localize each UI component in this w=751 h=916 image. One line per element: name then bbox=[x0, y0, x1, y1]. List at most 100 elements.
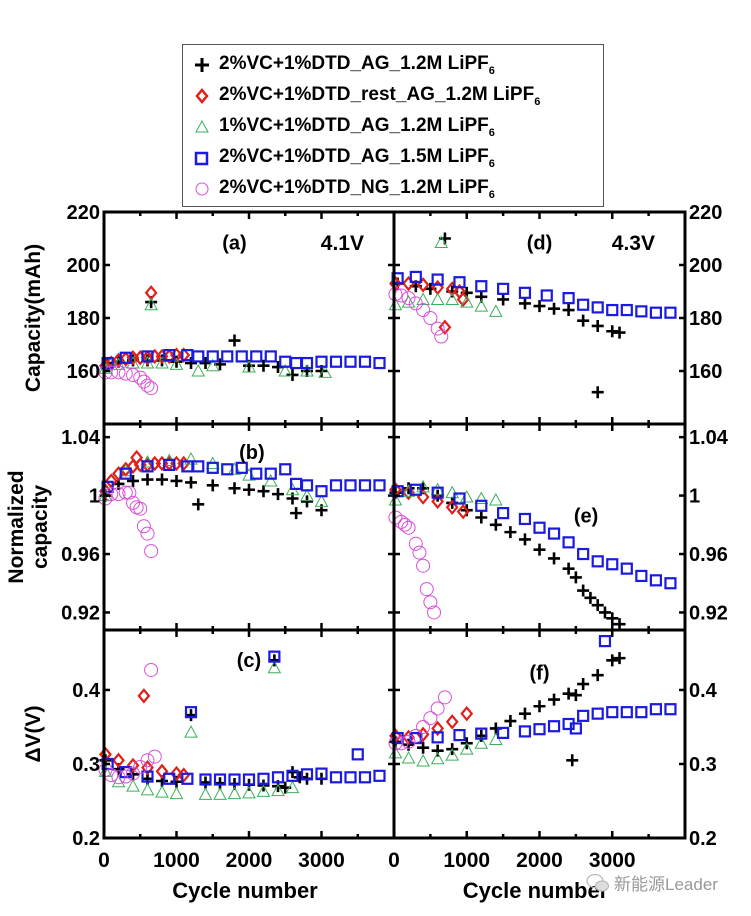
data-point-plus bbox=[170, 775, 183, 788]
data-point-square bbox=[329, 355, 343, 368]
y-tick-label: 200 bbox=[689, 255, 722, 277]
legend-label: 2%VC+1%DTD_NG_1.2M LiPF bbox=[219, 176, 489, 198]
data-point-square bbox=[221, 350, 234, 363]
data-point-plus bbox=[533, 543, 546, 556]
data-point-diamond bbox=[402, 275, 415, 292]
x-axis-label: Cycle number bbox=[172, 878, 318, 903]
y-tick-label: 1.04 bbox=[61, 427, 101, 449]
y-tick-label: 0.4 bbox=[689, 680, 718, 702]
data-point-circle bbox=[419, 582, 434, 597]
series-circle bbox=[388, 690, 452, 751]
legend-label: 2%VC+1%DTD_rest_AG_1.2M LiPF bbox=[219, 83, 535, 105]
data-point-plus bbox=[504, 526, 517, 539]
data-point-plus bbox=[257, 485, 270, 498]
data-point-square bbox=[664, 306, 677, 319]
data-point-plus bbox=[591, 669, 604, 682]
data-point-plus bbox=[562, 687, 575, 700]
data-point-square bbox=[431, 731, 444, 744]
y-tick-label: 160 bbox=[67, 361, 100, 383]
series-square bbox=[391, 483, 677, 590]
data-point-triangle bbox=[111, 357, 126, 370]
data-point-square bbox=[163, 458, 176, 472]
data-point-plus bbox=[533, 300, 546, 313]
data-point-square bbox=[268, 650, 281, 663]
data-point-triangle bbox=[126, 779, 140, 792]
data-point-circle bbox=[133, 501, 148, 516]
data-point-square bbox=[141, 770, 154, 783]
data-point-square bbox=[373, 769, 386, 782]
data-point-triangle bbox=[184, 452, 198, 465]
voltage-annotation: 4.3V bbox=[612, 232, 655, 255]
legend-item: 2%VC+1%DTD_AG_1.2M LiPF6 bbox=[191, 49, 603, 80]
data-point-square bbox=[192, 350, 205, 363]
data-point-square bbox=[286, 769, 299, 782]
voltage-annotation: 4.1V bbox=[321, 232, 364, 255]
data-point-square bbox=[373, 356, 386, 370]
data-point-plus bbox=[228, 334, 241, 347]
data-point-square bbox=[453, 492, 466, 505]
data-point-square bbox=[562, 536, 575, 549]
data-point-square bbox=[591, 555, 604, 568]
data-point-plus bbox=[497, 293, 510, 306]
data-point-plus bbox=[613, 326, 626, 339]
data-point-triangle bbox=[267, 660, 282, 674]
panel-label: (d) bbox=[527, 233, 553, 255]
data-point-triangle bbox=[459, 295, 474, 308]
panel-d: 160 180 200 220 (d) 4.3V bbox=[388, 202, 722, 426]
data-point-square bbox=[373, 479, 386, 492]
y-tick-label: 0.96 bbox=[61, 544, 100, 566]
data-point-square bbox=[358, 771, 372, 784]
legend-item: 2%VC+1%DTD_NG_1.2M LiPF6 bbox=[191, 173, 603, 204]
panel-f: 0.2 0.3 0.4 0 1000 2000 3000 Cycle number (f) bbox=[388, 628, 718, 903]
x-tick-label: 0 bbox=[98, 849, 110, 872]
y-tick-label: 180 bbox=[689, 308, 722, 330]
data-point-square bbox=[141, 350, 154, 363]
data-point-circle bbox=[147, 749, 162, 764]
data-point-plus bbox=[606, 654, 619, 667]
square-marker-icon bbox=[194, 151, 209, 165]
x-tick-label: 3000 bbox=[589, 849, 636, 872]
data-point-square bbox=[221, 463, 234, 476]
data-point-square bbox=[562, 292, 575, 305]
data-point-triangle bbox=[300, 488, 314, 502]
data-point-circle bbox=[408, 728, 423, 743]
data-point-circle bbox=[437, 690, 452, 705]
data-point-plus bbox=[606, 612, 619, 625]
data-point-plus bbox=[257, 359, 270, 372]
data-point-circle bbox=[144, 381, 159, 396]
data-point-square bbox=[475, 280, 488, 293]
data-point-circle bbox=[423, 311, 438, 325]
data-point-circle bbox=[136, 519, 151, 534]
data-point-plus bbox=[156, 473, 168, 486]
x-tick-label: 1000 bbox=[443, 849, 490, 872]
data-point-triangle bbox=[144, 297, 158, 311]
data-point-diamond bbox=[112, 752, 125, 768]
data-point-triangle bbox=[278, 363, 293, 377]
data-point-plus bbox=[272, 488, 284, 501]
data-point-square bbox=[300, 479, 314, 492]
data-point-square bbox=[475, 499, 488, 512]
data-point-circle bbox=[416, 558, 431, 573]
data-point-triangle bbox=[474, 299, 489, 312]
data-point-triangle bbox=[459, 742, 474, 755]
series-diamond bbox=[99, 688, 191, 783]
data-point-triangle bbox=[474, 736, 489, 749]
data-point-square bbox=[358, 479, 372, 492]
data-point-triangle bbox=[445, 292, 460, 305]
data-point-square bbox=[649, 306, 663, 319]
panel-label: (b) bbox=[239, 442, 265, 464]
y-tick-label: 0.3 bbox=[72, 754, 100, 776]
data-point-triangle bbox=[445, 485, 460, 499]
data-point-square bbox=[351, 748, 364, 761]
panel-b: 0.92 0.96 1 1.04 (b) Normalized capacity bbox=[5, 422, 396, 632]
data-point-square bbox=[635, 706, 648, 719]
data-point-square bbox=[664, 703, 677, 716]
y-tick-label: 0.2 bbox=[689, 828, 717, 850]
data-point-square bbox=[598, 635, 612, 648]
data-point-square bbox=[141, 460, 154, 473]
plot-frame bbox=[392, 422, 687, 632]
data-point-plus bbox=[141, 473, 154, 486]
x-tick-label: 2000 bbox=[226, 849, 273, 872]
data-point-square bbox=[119, 467, 132, 480]
data-point-triangle bbox=[256, 784, 271, 797]
